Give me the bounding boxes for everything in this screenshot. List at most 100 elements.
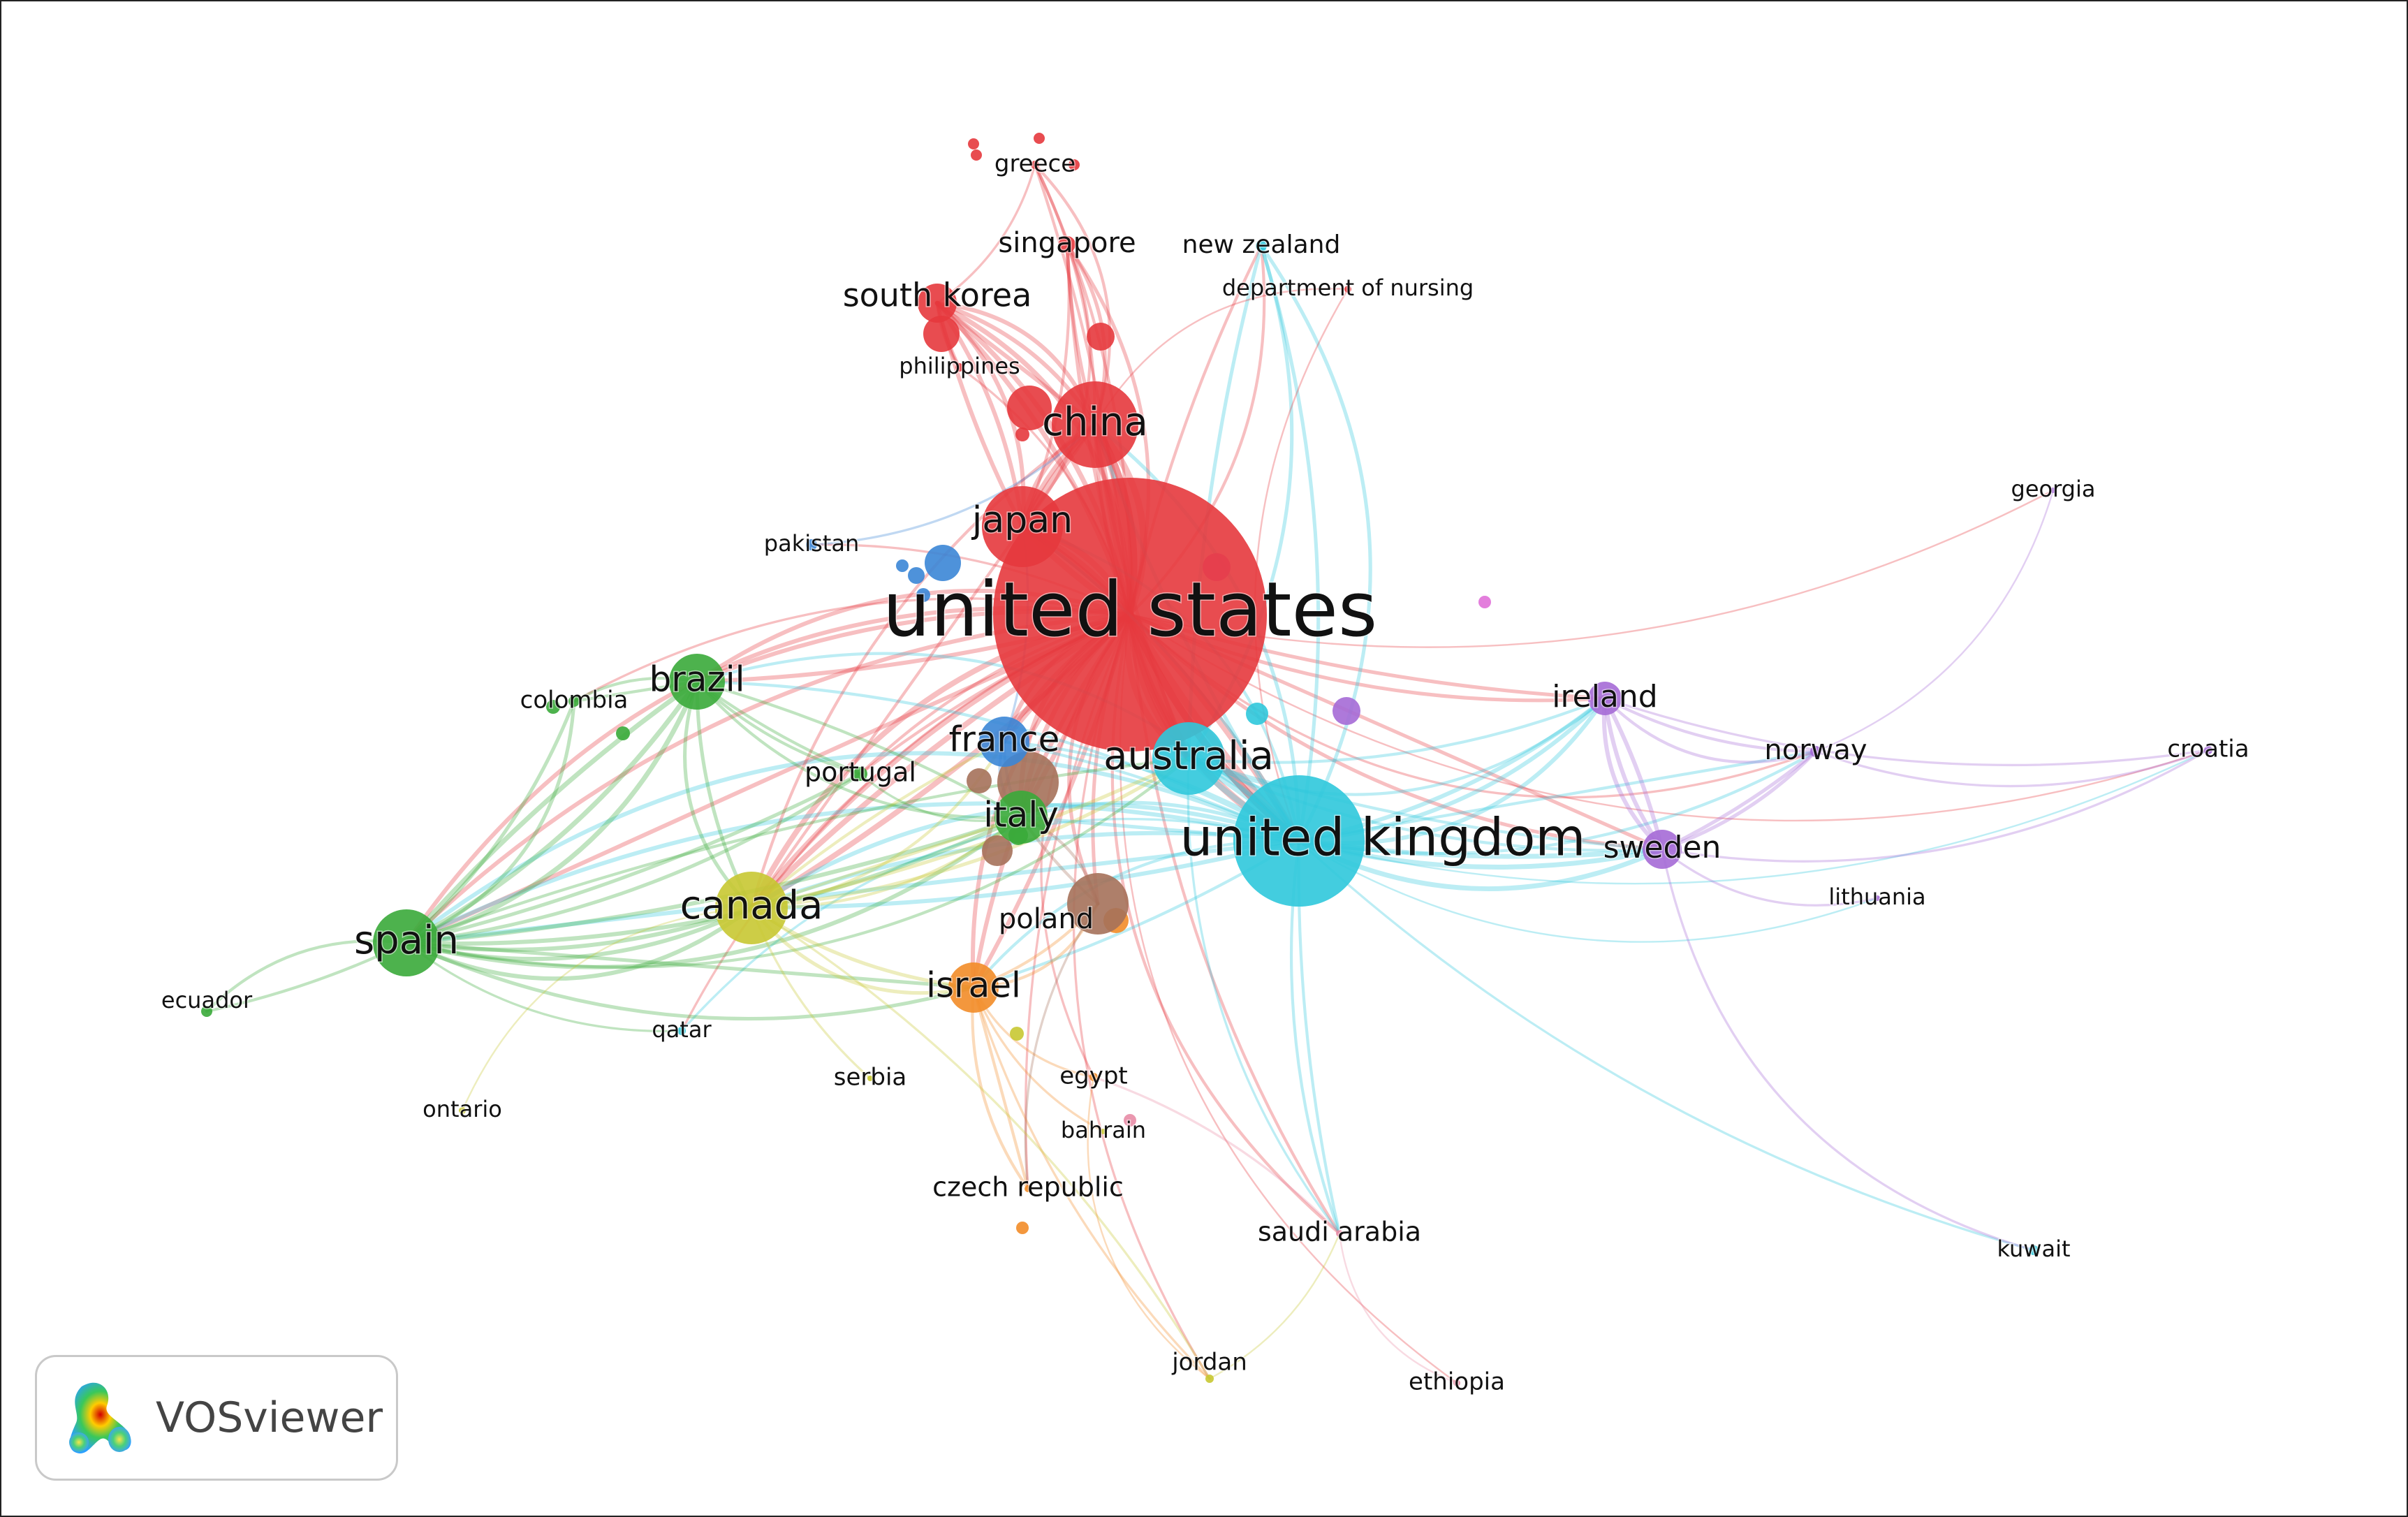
- node-department-of-nursing[interactable]: [1344, 286, 1351, 293]
- unlabelled-node[interactable]: [908, 567, 925, 584]
- node-france[interactable]: [979, 717, 1029, 767]
- label-norway[interactable]: norway: [1763, 733, 1868, 768]
- node-georgia[interactable]: [2050, 488, 2056, 493]
- node-spain[interactable]: [373, 909, 440, 976]
- label-czech-republic[interactable]: czech republic: [932, 1171, 1125, 1203]
- node-united-kingdom[interactable]: [1233, 775, 1365, 907]
- label-saudi-arabia[interactable]: saudi arabia: [1256, 1215, 1422, 1248]
- node-ireland[interactable]: [1588, 682, 1622, 715]
- node-lithuania[interactable]: [1874, 895, 1880, 901]
- unlabelled-node[interactable]: [546, 700, 560, 714]
- node-china[interactable]: [1052, 381, 1138, 468]
- node-italy[interactable]: [994, 791, 1048, 844]
- label-france[interactable]: france: [948, 718, 1061, 761]
- unlabelled-node[interactable]: [1124, 1114, 1136, 1127]
- label-lithuania[interactable]: lithuania: [1828, 883, 1927, 911]
- label-italy[interactable]: italy: [983, 793, 1060, 836]
- unlabelled-node[interactable]: [1087, 323, 1115, 351]
- unlabelled-node[interactable]: [916, 588, 930, 602]
- node-saudi-arabia[interactable]: [1336, 1230, 1343, 1237]
- link-united-kingdom-kuwait: [1298, 840, 2035, 1252]
- node-philippines[interactable]: [955, 363, 964, 372]
- unlabelled-node[interactable]: [1016, 1222, 1029, 1234]
- node-pakistan[interactable]: [806, 539, 817, 550]
- label-kuwait[interactable]: kuwait: [1996, 1235, 2071, 1263]
- label-brazil[interactable]: brazil: [648, 658, 746, 701]
- node-czech-republic[interactable]: [1025, 1185, 1032, 1192]
- node-south-korea[interactable]: [918, 284, 957, 323]
- node-qatar[interactable]: [677, 1027, 686, 1035]
- node-jordan[interactable]: [1205, 1375, 1214, 1383]
- unlabelled-node[interactable]: [1069, 159, 1080, 170]
- label-canada[interactable]: canada: [679, 882, 824, 930]
- unlabelled-node[interactable]: [967, 768, 992, 793]
- label-portugal[interactable]: portugal: [804, 756, 918, 789]
- label-israel[interactable]: israel: [925, 964, 1022, 1006]
- node-brazil[interactable]: [669, 654, 725, 710]
- unlabelled-node[interactable]: [923, 316, 960, 352]
- node-ethiopia[interactable]: [1453, 1379, 1460, 1386]
- label-sweden[interactable]: sweden: [1602, 829, 1722, 867]
- label-united-states[interactable]: united states: [881, 565, 1378, 654]
- node-poland[interactable]: [1067, 873, 1129, 935]
- node-croatia[interactable]: [2204, 746, 2212, 754]
- label-egypt[interactable]: egypt: [1059, 1061, 1129, 1091]
- node-ontario[interactable]: [459, 1107, 466, 1114]
- label-ethiopia[interactable]: ethiopia: [1408, 1367, 1506, 1397]
- node-canada[interactable]: [715, 872, 788, 944]
- node-australia[interactable]: [1152, 722, 1225, 795]
- label-department-of-nursing[interactable]: department of nursing: [1221, 274, 1474, 302]
- label-qatar[interactable]: qatar: [651, 1016, 713, 1044]
- label-croatia[interactable]: croatia: [2166, 734, 2250, 764]
- unlabelled-node[interactable]: [968, 138, 979, 149]
- node-ecuador[interactable]: [201, 1006, 212, 1017]
- unlabelled-node[interactable]: [1034, 133, 1045, 144]
- unlabelled-node[interactable]: [1333, 697, 1360, 725]
- label-ecuador[interactable]: ecuador: [160, 986, 254, 1015]
- node-kuwait[interactable]: [2029, 1245, 2039, 1255]
- label-serbia[interactable]: serbia: [832, 1062, 907, 1092]
- unlabelled-node[interactable]: [982, 835, 1013, 866]
- label-jordan[interactable]: jordan: [1170, 1347, 1249, 1377]
- unlabelled-node[interactable]: [1015, 427, 1029, 441]
- label-china[interactable]: china: [1041, 399, 1150, 446]
- node-israel[interactable]: [948, 962, 999, 1013]
- node-japan[interactable]: [982, 486, 1063, 567]
- label-bahrain[interactable]: bahrain: [1059, 1116, 1147, 1145]
- label-south-korea[interactable]: south korea: [842, 275, 1033, 315]
- label-united-kingdom[interactable]: united kingdom: [1179, 807, 1587, 869]
- label-australia[interactable]: australia: [1103, 733, 1275, 780]
- label-poland[interactable]: poland: [997, 902, 1094, 937]
- unlabelled-node[interactable]: [1010, 1027, 1024, 1041]
- label-philippines[interactable]: philippines: [898, 352, 1021, 381]
- label-ireland[interactable]: ireland: [1551, 678, 1659, 716]
- label-spain[interactable]: spain: [353, 917, 460, 965]
- label-pakistan[interactable]: pakistan: [763, 529, 860, 558]
- node-colombia[interactable]: [568, 696, 580, 707]
- label-singapore[interactable]: singapore: [997, 226, 1137, 261]
- label-greece[interactable]: greece: [993, 149, 1076, 179]
- node-united-states[interactable]: [993, 478, 1267, 752]
- unlabelled-node[interactable]: [1246, 703, 1268, 725]
- unlabelled-node[interactable]: [925, 545, 961, 581]
- label-ontario[interactable]: ontario: [422, 1095, 504, 1124]
- node-greece[interactable]: [1031, 161, 1039, 169]
- label-japan[interactable]: japan: [970, 499, 1073, 543]
- node-norway[interactable]: [1810, 746, 1821, 757]
- node-new-zealand[interactable]: [1256, 240, 1267, 251]
- node-sweden[interactable]: [1643, 830, 1682, 869]
- unlabelled-node[interactable]: [896, 559, 909, 572]
- unlabelled-node[interactable]: [616, 726, 630, 740]
- label-colombia[interactable]: colombia: [519, 685, 629, 715]
- node-singapore[interactable]: [1059, 236, 1075, 253]
- node-portugal[interactable]: [853, 767, 867, 781]
- unlabelled-node[interactable]: [1007, 386, 1052, 430]
- node-serbia[interactable]: [867, 1076, 873, 1081]
- unlabelled-node[interactable]: [1478, 596, 1491, 608]
- label-georgia[interactable]: georgia: [2010, 475, 2097, 504]
- node-bahrain[interactable]: [1101, 1129, 1106, 1134]
- unlabelled-node[interactable]: [971, 149, 982, 161]
- label-new-zealand[interactable]: new zealand: [1181, 230, 1342, 261]
- node-egypt[interactable]: [1089, 1073, 1098, 1081]
